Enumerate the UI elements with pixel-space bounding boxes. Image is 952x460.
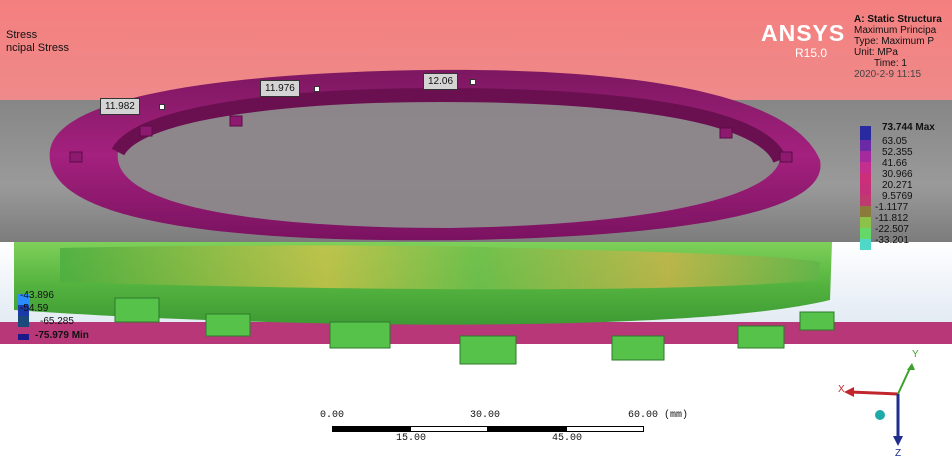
scale-label-45: 45.00 [552, 433, 583, 444]
legend-value: 63.05 [882, 136, 908, 147]
legend-max: 73.744 Max [882, 122, 935, 133]
scale-segment [332, 426, 410, 432]
probe-marker [159, 104, 165, 110]
legend-min: -75.979 Min [35, 330, 89, 341]
scale-label-60: 60.00 (mm) [628, 410, 689, 421]
legend-value: -33.201 [875, 235, 909, 246]
scale-label-15: 15.00 [396, 433, 427, 444]
legend-swatch [18, 316, 29, 327]
probe-value: 11.982 [105, 101, 135, 112]
legend-value: -65.285 [40, 316, 74, 327]
legend-swatch [860, 184, 871, 195]
y-axis-label: Y [912, 349, 919, 360]
x-axis-arrow-icon [844, 387, 854, 397]
scale-segment [488, 426, 566, 432]
legend-swatch [860, 239, 871, 250]
probe-value: 11.976 [265, 83, 295, 94]
y-axis-line [897, 367, 911, 395]
z-axis-arrow-icon [893, 436, 903, 446]
result-type: Type: Maximum P [854, 36, 935, 47]
legend-swatch [860, 228, 871, 239]
scale-label-30: 30.00 [470, 410, 501, 421]
iso-ball-icon [875, 410, 885, 420]
title-line-2: ncipal Stress [6, 42, 69, 54]
result-title: Stress ncipal Stress [6, 29, 69, 55]
legend-value: 52.355 [882, 147, 913, 158]
ansys-logo: ANSYS [761, 20, 846, 46]
legend-swatch [860, 162, 871, 173]
legend-swatch-max [860, 126, 871, 140]
probe-marker [314, 86, 320, 92]
result-time: Time: 1 [874, 58, 907, 69]
result-info: A: Static Structura Maximum Principa Typ… [854, 14, 942, 80]
probe-label[interactable]: 12.06 [423, 73, 476, 90]
legend-swatch [18, 294, 29, 305]
result-date: 2020-2-9 11:15 [854, 69, 922, 80]
legend-value: 20.271 [882, 180, 913, 191]
legend-swatch [860, 195, 871, 206]
legend-swatch [860, 151, 871, 162]
legend-swatch [860, 217, 871, 228]
ring-inner-opening [117, 95, 780, 228]
scale-bar: 0.00 30.00 60.00 (mm) 15.00 45.00 [320, 410, 700, 450]
ansys-version: R15.0 [795, 46, 828, 60]
legend-value: 9.5769 [882, 191, 913, 202]
probe-marker [470, 79, 476, 85]
scale-segment [566, 426, 644, 432]
legend-swatch-min [18, 334, 29, 340]
legend-swatch [860, 140, 871, 151]
color-legend-lower: -43.896 -54.59 -65.285 -75.979 Min [8, 290, 118, 356]
title-line-1: Stress [6, 29, 38, 41]
result-unit: Unit: MPa [854, 47, 898, 58]
x-axis-line [849, 390, 899, 396]
axis-triad[interactable] [830, 350, 930, 455]
probe-label[interactable]: 11.976 [260, 80, 320, 97]
z-axis-label: Z [895, 448, 902, 459]
ring-feet [114, 297, 835, 365]
ring-inner-rim [111, 87, 787, 164]
color-legend[interactable]: 73.744 Max 63.05 52.355 41.66 30.966 20.271 9… [855, 118, 952, 298]
legend-value: -1.1177 [875, 202, 909, 213]
x-axis-label: X [838, 384, 845, 395]
legend-swatch [18, 305, 29, 316]
probe-value: 12.06 [428, 76, 454, 87]
result-name: Maximum Principa [854, 25, 937, 36]
legend-value: 41.66 [882, 158, 908, 169]
scale-label-0: 0.00 [320, 410, 345, 421]
legend-value: 30.966 [882, 169, 913, 180]
legend-value: -54.59 [20, 303, 49, 314]
legend-value: -22.507 [875, 224, 909, 235]
y-axis-arrow-icon [907, 363, 915, 370]
legend-value: -43.896 [20, 290, 54, 301]
probe-label[interactable]: 11.982 [100, 98, 165, 115]
analysis-name: A: Static Structura [854, 14, 942, 25]
scale-segment [410, 426, 488, 432]
legend-value: -11.812 [875, 213, 909, 224]
legend-swatch [860, 173, 871, 184]
legend-swatch [860, 206, 871, 217]
ring-stress-transition [60, 245, 820, 290]
